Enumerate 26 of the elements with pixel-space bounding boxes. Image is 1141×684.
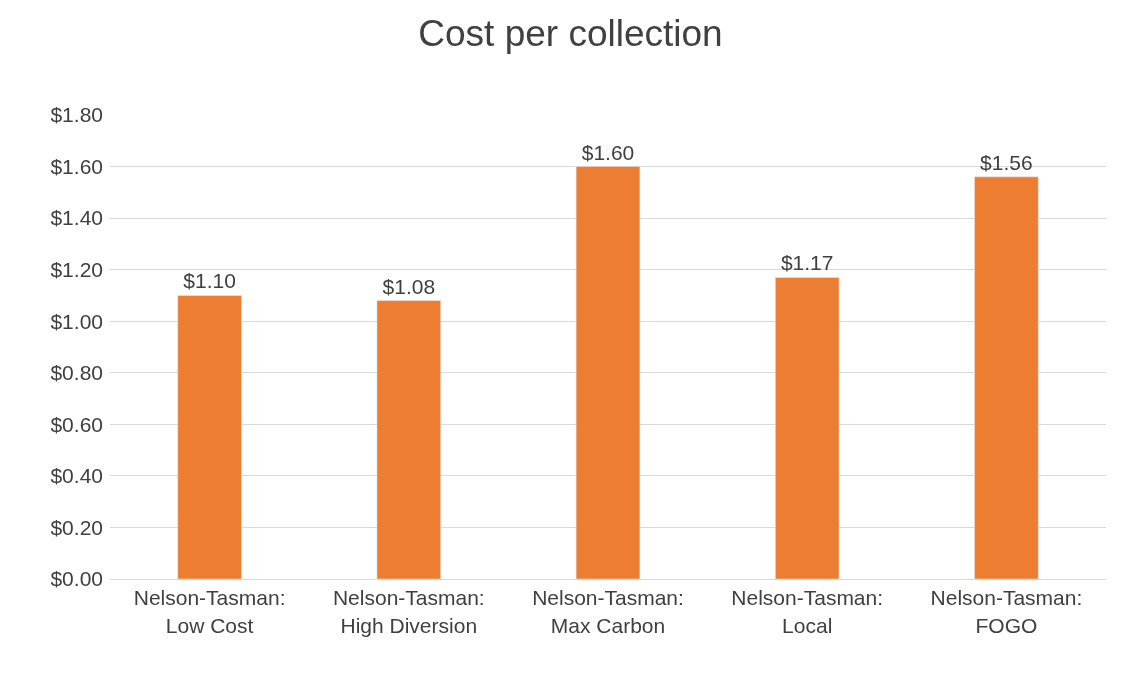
data-label: $1.10	[183, 269, 236, 293]
y-tick-label: $0.00	[50, 567, 103, 591]
y-tick-label: $1.60	[50, 154, 103, 178]
bar	[775, 277, 840, 579]
data-label: $1.60	[581, 140, 635, 164]
x-tick-label: Nelson-Tasman: High Diversion	[332, 586, 485, 637]
x-tick-label: Nelson-Tasman: Max Carbon	[532, 586, 684, 637]
y-tick-label: $1.40	[50, 206, 103, 230]
data-label: $1.08	[382, 274, 436, 298]
bar	[177, 295, 242, 579]
y-tick-label: $1.80	[50, 103, 103, 127]
data-label: $1.56	[980, 150, 1033, 174]
y-tick-label: $0.20	[50, 515, 103, 539]
y-tick-label: $0.80	[50, 361, 103, 385]
x-tick-label: Nelson-Tasman: FOGO	[930, 586, 1083, 637]
y-tick-label: $0.60	[50, 412, 103, 436]
y-tick-label: $1.00	[50, 309, 103, 333]
chart-title: Cost per collection	[418, 13, 723, 55]
y-tick-label: $1.20	[50, 258, 103, 282]
bar	[575, 166, 641, 579]
x-tick-label: Nelson-Tasman: Local	[731, 586, 884, 637]
data-label: $1.17	[780, 251, 834, 275]
bar	[376, 300, 441, 579]
y-tick-label: $0.40	[50, 464, 103, 488]
bar	[974, 176, 1039, 579]
x-tick-label: Nelson-Tasman: Low Cost	[133, 586, 286, 637]
